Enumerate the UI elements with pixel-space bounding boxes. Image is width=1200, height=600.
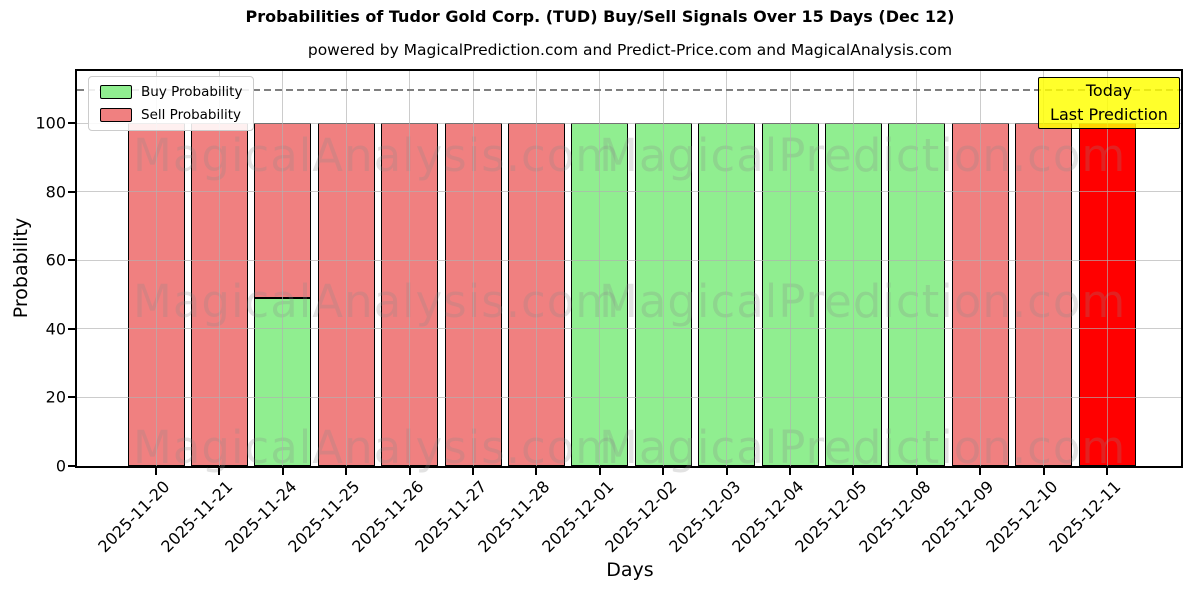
legend-item-buy: Buy Probability: [100, 84, 242, 100]
chart-title: Probabilities of Tudor Gold Corp. (TUD) …: [245, 7, 955, 26]
x-tick-mark: [1042, 468, 1045, 475]
x-tick-mark: [979, 468, 982, 475]
legend-item-sell: Sell Probability: [100, 107, 242, 123]
legend: Buy Probability Sell Probability: [88, 76, 255, 131]
y-tick-label: 0: [55, 456, 66, 476]
y-tick-mark: [68, 190, 75, 193]
watermark-prediction: MagicalPrediction.com: [599, 129, 1127, 182]
x-tick-mark: [725, 468, 728, 475]
gridline-vertical: [282, 71, 284, 466]
x-tick-mark: [408, 468, 411, 475]
x-tick-mark: [281, 468, 284, 475]
x-tick-mark: [218, 468, 221, 475]
gridline-horizontal: [77, 122, 1181, 124]
gridline-vertical: [1043, 71, 1045, 466]
gridline-vertical: [726, 71, 728, 466]
gridline-horizontal: [77, 191, 1181, 193]
gridline-vertical: [409, 71, 411, 466]
gridline-horizontal: [77, 259, 1181, 261]
x-tick-mark: [915, 468, 918, 475]
x-tick-mark: [472, 468, 474, 475]
gridline-vertical: [662, 71, 664, 466]
gridline-vertical: [535, 71, 537, 466]
x-tick-mark: [598, 468, 601, 475]
watermark-prediction: MagicalPrediction.com: [599, 421, 1127, 474]
legend-swatch-buy: [100, 85, 132, 99]
gridline-vertical: [599, 71, 601, 466]
x-tick-mark: [789, 468, 791, 475]
today-annotation-box: Today Last Prediction: [1038, 77, 1180, 129]
y-tick-mark: [68, 259, 75, 262]
gridline-vertical: [852, 71, 854, 466]
y-tick-label: 80: [45, 182, 66, 202]
y-tick-mark: [68, 122, 75, 124]
today-annotation-line2: Last Prediction: [1050, 105, 1168, 124]
y-tick-mark: [68, 396, 75, 399]
threshold-line: [77, 88, 1181, 91]
gridline-vertical: [155, 71, 157, 466]
chart-subtitle: powered by MagicalPrediction.com and Pre…: [307, 41, 953, 59]
x-tick-mark: [155, 468, 157, 475]
y-tick-label: 40: [45, 319, 66, 339]
gridline-vertical: [1106, 71, 1108, 466]
x-tick-mark: [662, 468, 665, 475]
legend-label-buy: Buy Probability: [141, 84, 243, 100]
gridline-horizontal: [77, 328, 1181, 330]
gridline-vertical: [218, 71, 220, 466]
x-tick-mark: [535, 468, 538, 475]
x-tick-mark: [1106, 468, 1108, 475]
y-tick-label: 60: [45, 250, 66, 270]
watermark-analysis: MagicalAnalysis.com: [133, 421, 621, 474]
today-annotation-line1: Today: [1085, 81, 1133, 100]
watermark-analysis: MagicalAnalysis.com: [133, 129, 621, 182]
y-tick-label: 100: [35, 113, 66, 133]
gridline-vertical: [979, 71, 981, 466]
y-tick-label: 20: [45, 387, 66, 407]
x-tick-mark: [852, 468, 855, 475]
x-axis-label: Days: [606, 559, 654, 581]
plot-area: Buy Probability Sell Probability Today L…: [75, 69, 1183, 474]
gridline-vertical: [472, 71, 474, 466]
y-tick-mark: [68, 327, 75, 330]
gridline-horizontal: [77, 396, 1181, 398]
watermark-analysis: MagicalAnalysis.com: [133, 275, 621, 328]
gridline-vertical: [789, 71, 791, 466]
watermark-prediction: MagicalPrediction.com: [599, 275, 1127, 328]
gridline-vertical: [345, 71, 347, 466]
y-tick-mark: [68, 465, 75, 467]
x-tick-mark: [345, 468, 348, 475]
gridline-vertical: [916, 71, 918, 466]
legend-label-sell: Sell Probability: [141, 107, 242, 123]
legend-swatch-sell: [100, 108, 132, 122]
